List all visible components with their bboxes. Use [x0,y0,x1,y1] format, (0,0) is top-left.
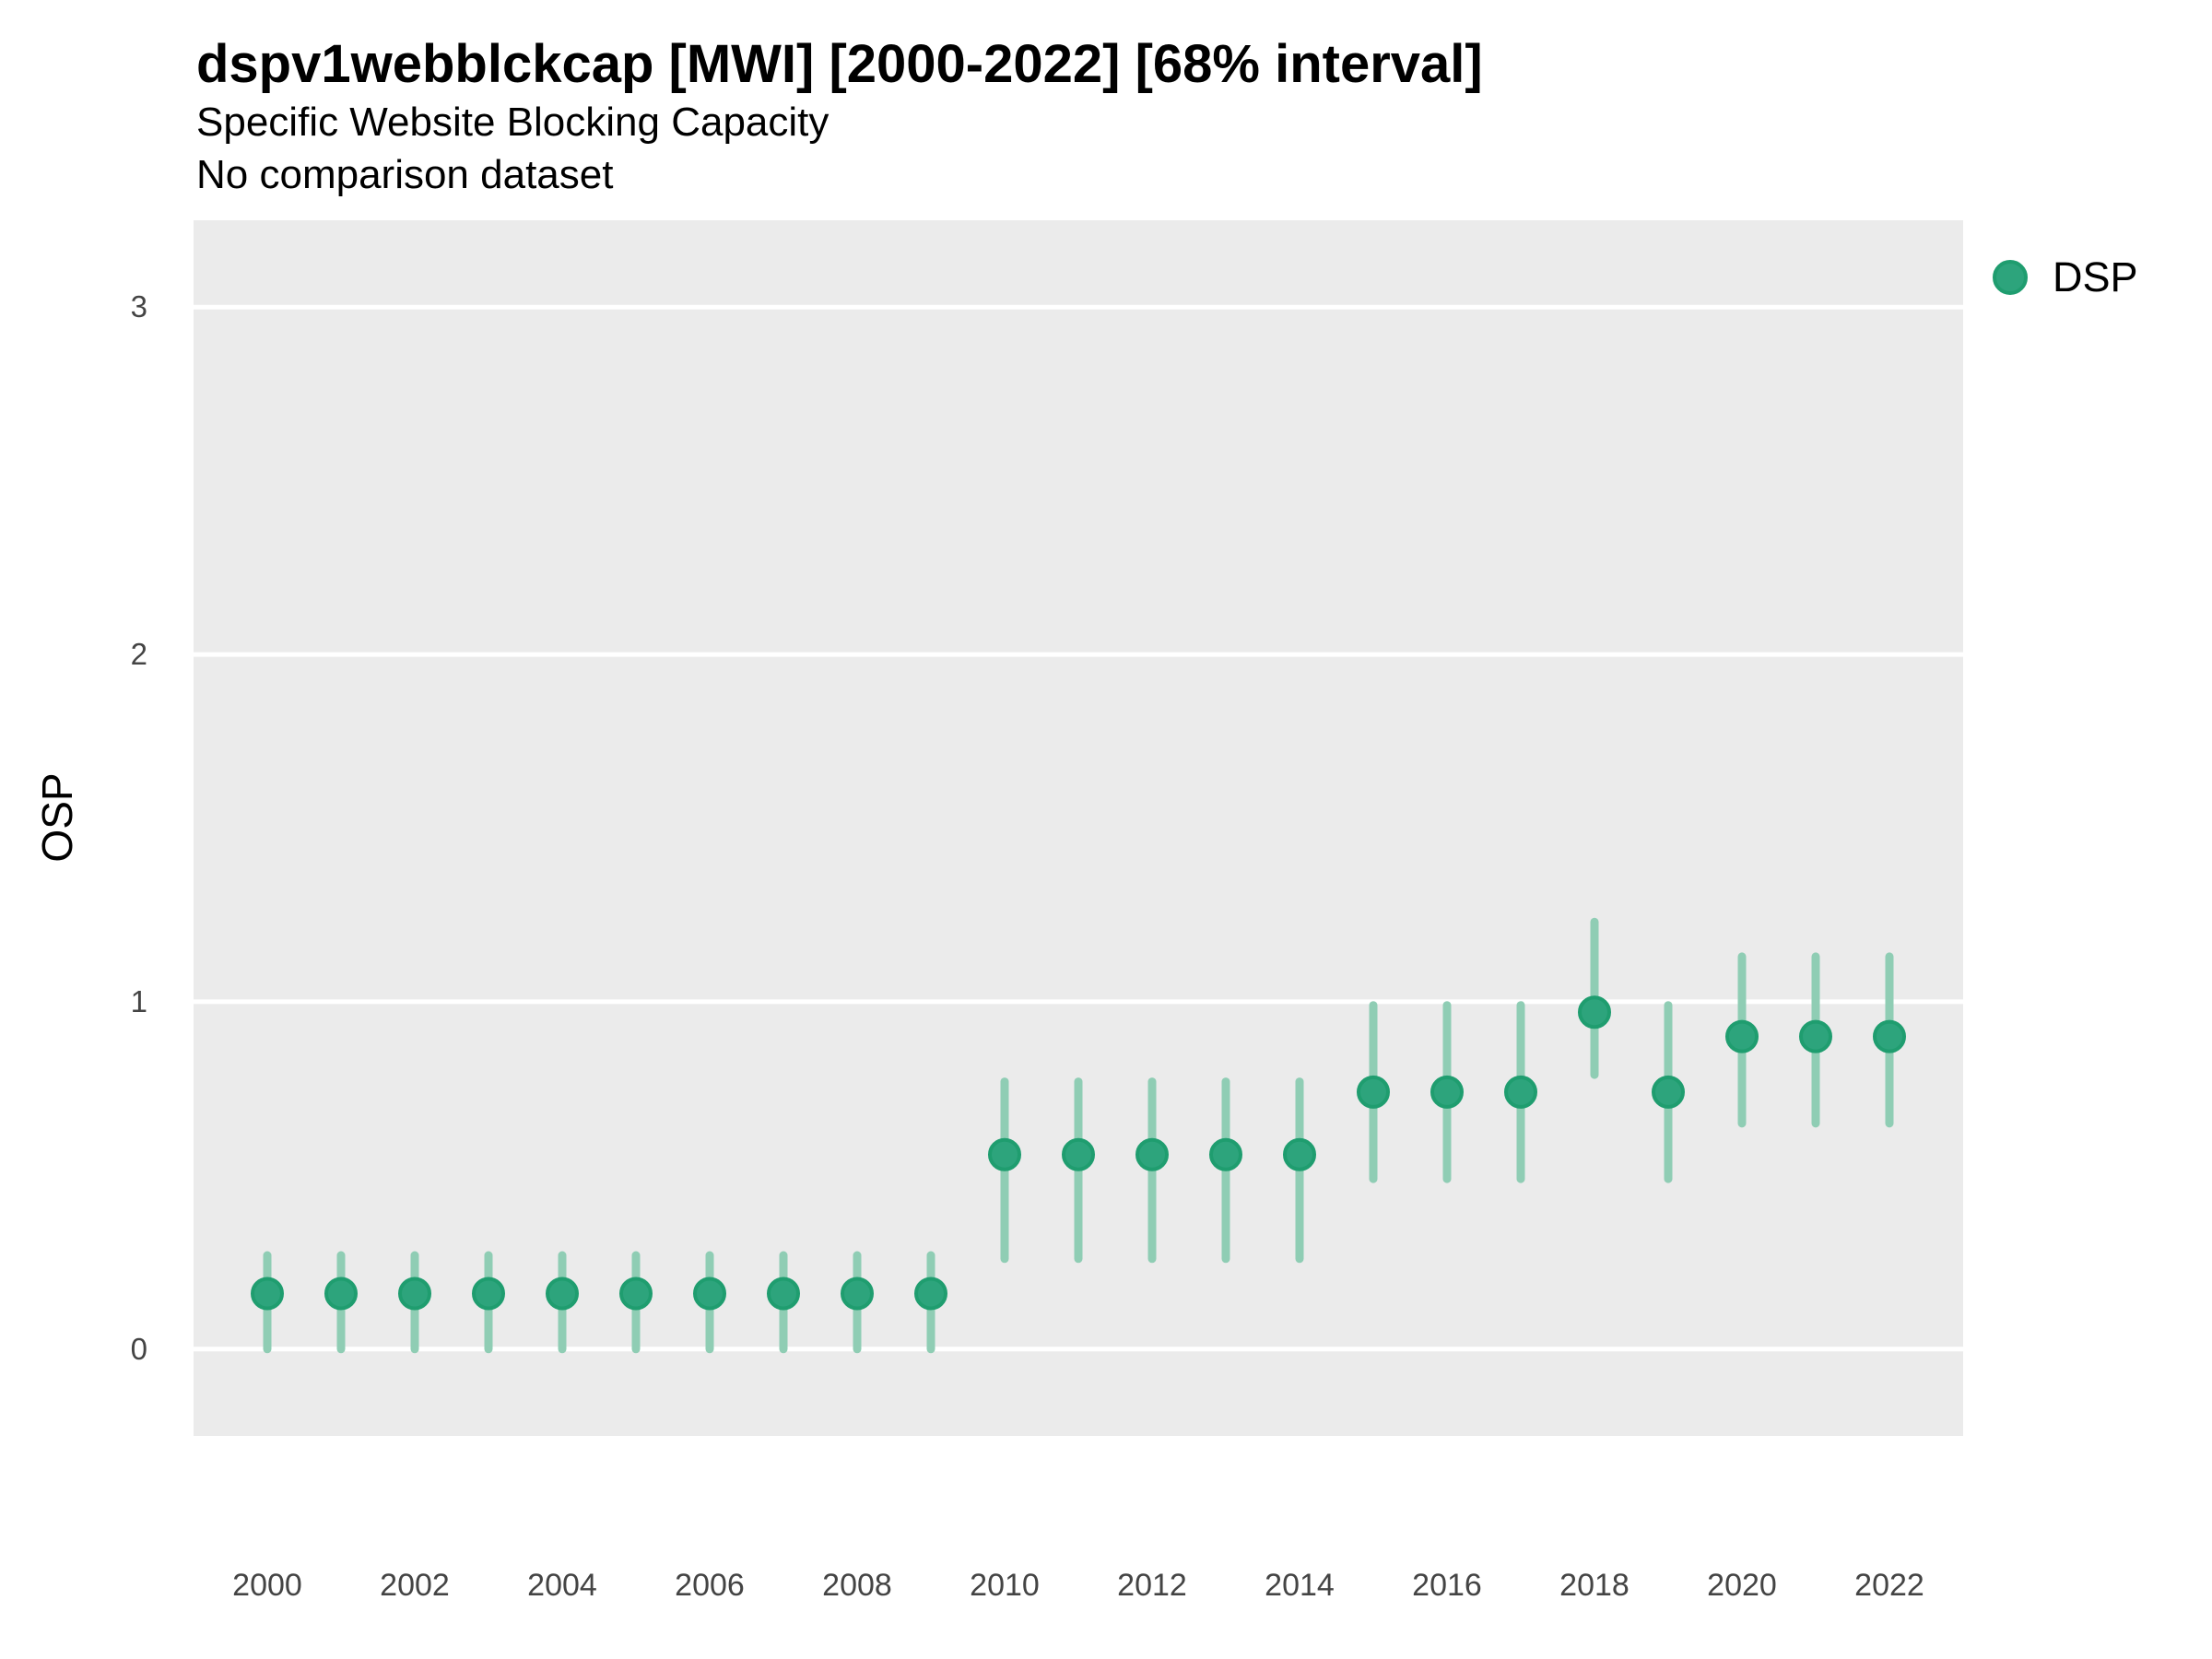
legend-item-label: DSP [2053,253,2138,300]
data-point [693,1277,726,1311]
plot-panel [194,220,1963,1436]
x-tick-label: 2008 [822,1568,892,1603]
y-tick-label: 0 [130,1331,147,1366]
data-point [1430,1075,1464,1109]
chart-subtitle: Specific Website Blocking Capacity [196,100,830,145]
data-point [767,1277,800,1311]
pointrange-plot [194,304,1963,1354]
chart-title: dspv1webblckcap [MWI] [2000-2022] [68% i… [196,34,1483,94]
x-tick-label: 2010 [970,1568,1040,1603]
data-point [914,1277,947,1311]
data-point [324,1277,358,1311]
data-point [1504,1075,1537,1109]
data-point [1652,1075,1685,1109]
data-point [1357,1075,1390,1109]
data-point [1135,1137,1169,1171]
x-tick-label: 2012 [1117,1568,1187,1603]
data-point [988,1137,1021,1171]
x-tick-label: 2018 [1559,1568,1630,1603]
x-tick-label: 2006 [675,1568,745,1603]
data-point [398,1277,431,1311]
data-point [1725,1019,1759,1053]
x-tick-label: 2016 [1412,1568,1482,1603]
data-point [841,1277,874,1311]
x-tick-label: 2020 [1707,1568,1777,1603]
data-point [619,1277,653,1311]
legend-point-icon [1993,260,2028,295]
x-tick-label: 2002 [380,1568,450,1603]
data-point [546,1277,579,1311]
data-point [251,1277,284,1311]
data-point [1062,1137,1095,1171]
y-axis-title: OSP [33,772,81,863]
data-point [1578,995,1611,1030]
data-point [1283,1137,1316,1171]
data-point [1873,1019,1906,1053]
y-tick-label: 1 [130,983,147,1018]
data-point [472,1277,505,1311]
x-tick-label: 2022 [1854,1568,1924,1603]
title-block: dspv1webblckcap [MWI] [2000-2022] [68% i… [196,33,1483,201]
y-tick-label: 2 [130,637,147,672]
x-tick-label: 2000 [232,1568,302,1603]
data-point [1799,1019,1832,1053]
comparison-note: No comparison dataset [196,152,614,197]
data-point [1209,1137,1242,1171]
legend: DSP [1988,251,2138,304]
y-tick-label: 3 [130,289,147,324]
x-tick-label: 2004 [527,1568,597,1603]
x-tick-label: 2014 [1265,1568,1335,1603]
